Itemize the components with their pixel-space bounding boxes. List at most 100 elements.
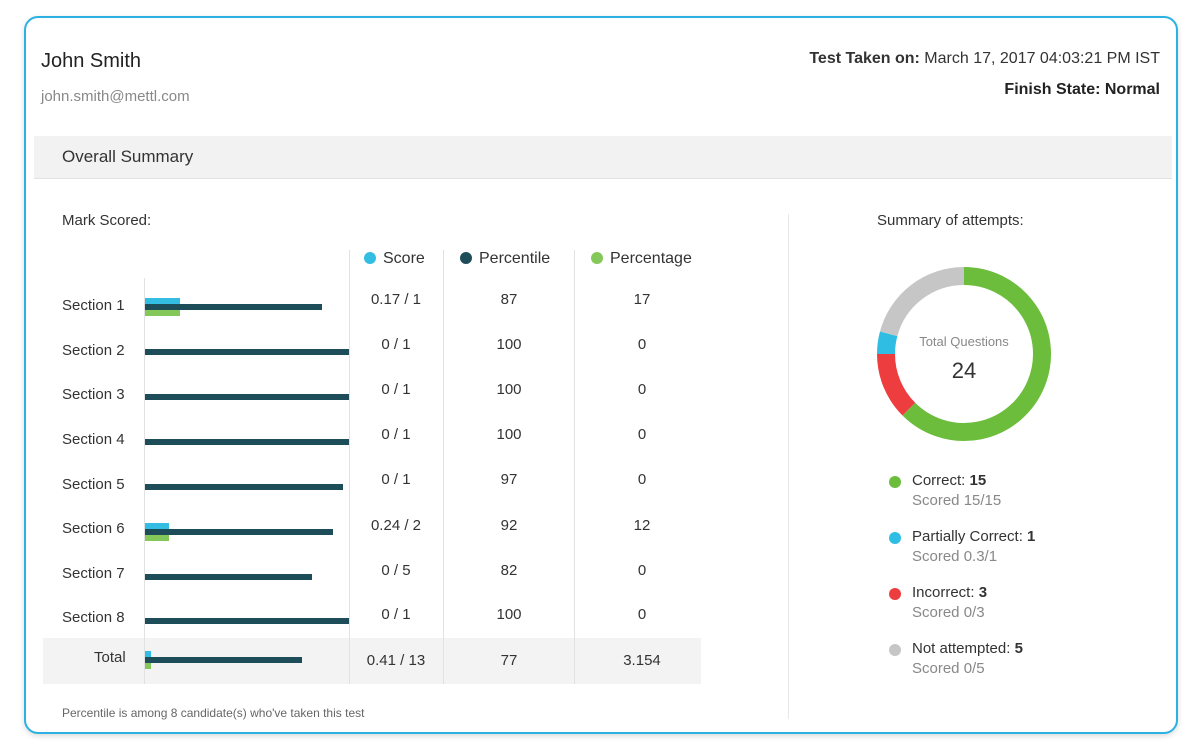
percentile-bar bbox=[145, 657, 302, 663]
percentile-bar bbox=[145, 574, 312, 580]
attempt-scored: Scored 0.3/1 bbox=[912, 548, 998, 565]
section-label: Section 7 bbox=[62, 565, 125, 582]
percentile-bar bbox=[145, 439, 349, 445]
section-percentage: 17 bbox=[633, 291, 651, 308]
percentile-dot-icon bbox=[460, 251, 472, 264]
section-score: 0.24 / 2 bbox=[370, 517, 422, 534]
finish-state-value: Normal bbox=[1104, 81, 1160, 98]
attempt-scored: Scored 0/3 bbox=[912, 604, 985, 621]
section-score: 0 / 1 bbox=[381, 471, 411, 488]
score-dot-icon bbox=[364, 251, 376, 264]
attempt-scored: Scored 0/5 bbox=[912, 660, 985, 677]
attempts-donut-chart bbox=[874, 264, 1054, 444]
candidate-email: john.smith@mettl.com bbox=[41, 88, 190, 105]
section-label: Section 6 bbox=[62, 520, 125, 537]
section-percentage: 12 bbox=[633, 517, 651, 534]
section-score: 0 / 1 bbox=[381, 336, 411, 353]
legend-percentile-label: Percentile bbox=[479, 250, 551, 267]
section-score: 0 / 1 bbox=[381, 381, 411, 398]
section-percentile: 92 bbox=[500, 517, 518, 534]
percentile-bar bbox=[145, 484, 343, 490]
percentile-bar bbox=[145, 618, 349, 624]
section-percentage: 0 bbox=[637, 381, 647, 398]
percentage-bar bbox=[145, 310, 180, 316]
total-label: Total bbox=[94, 649, 126, 666]
section-percentage: 0 bbox=[637, 336, 647, 353]
attempt-scored: Scored 15/15 bbox=[912, 492, 1002, 509]
total-percentage: 3.154 bbox=[623, 652, 661, 669]
attempt-label: Partially Correct: bbox=[912, 528, 1028, 545]
percentage-bar bbox=[145, 663, 151, 669]
percentage-dot-icon bbox=[591, 251, 603, 264]
finish-state-label: Finish State: bbox=[1004, 81, 1105, 98]
not-attempted-dot-icon bbox=[889, 644, 901, 656]
total-questions-label: Total Questions bbox=[919, 334, 1009, 349]
section-label: Section 4 bbox=[62, 431, 125, 448]
legend-percentile: Percentile bbox=[460, 250, 550, 268]
section-percentile: 97 bbox=[500, 471, 518, 488]
score-bar bbox=[145, 298, 180, 304]
attempt-title: Not attempted: 5 bbox=[912, 640, 1023, 657]
vertical-divider bbox=[788, 214, 789, 719]
section-percentile: 100 bbox=[496, 426, 522, 443]
incorrect-dot-icon bbox=[889, 588, 901, 600]
donut-svg bbox=[877, 267, 1051, 441]
overall-summary-header: Overall Summary bbox=[34, 136, 1172, 179]
section-percentage: 0 bbox=[637, 471, 647, 488]
attempt-count: 3 bbox=[978, 584, 988, 601]
donut-slice bbox=[877, 331, 898, 355]
section-percentile: 100 bbox=[496, 606, 522, 623]
attempt-title: Incorrect: 3 bbox=[912, 584, 987, 601]
section-percentage: 0 bbox=[637, 426, 647, 443]
section-percentage: 0 bbox=[637, 606, 647, 623]
section-score: 0.17 / 1 bbox=[370, 291, 422, 308]
total-score: 0.41 / 13 bbox=[366, 652, 426, 669]
chart-axis-line bbox=[144, 278, 145, 684]
partial-dot-icon bbox=[889, 532, 901, 544]
donut-slice bbox=[879, 267, 965, 337]
legend-percentage-label: Percentage bbox=[610, 250, 692, 267]
column-separator bbox=[574, 250, 575, 684]
attempt-label: Incorrect: bbox=[912, 584, 979, 601]
score-bar bbox=[145, 651, 151, 657]
donut-slice bbox=[902, 267, 1051, 441]
percentile-bar bbox=[145, 394, 349, 400]
score-bar bbox=[145, 523, 169, 529]
finish-state-info: Finish State: Normal bbox=[1004, 81, 1160, 99]
section-label: Section 8 bbox=[62, 609, 125, 626]
mark-scored-label: Mark Scored: bbox=[62, 212, 152, 229]
attempt-label: Not attempted: bbox=[912, 640, 1015, 657]
section-label: Section 2 bbox=[62, 342, 125, 359]
legend-percentage: Percentage bbox=[591, 250, 692, 268]
attempt-count: 15 bbox=[969, 472, 987, 489]
section-score: 0 / 1 bbox=[381, 426, 411, 443]
attempt-title: Correct: 15 bbox=[912, 472, 986, 489]
candidate-name: John Smith bbox=[41, 50, 142, 72]
footnote: Percentile is among 8 candidate(s) who'v… bbox=[62, 706, 365, 720]
result-card: John Smith john.smith@mettl.com Test Tak… bbox=[24, 16, 1178, 734]
percentile-bar bbox=[145, 529, 333, 535]
attempt-label: Correct: bbox=[912, 472, 970, 489]
legend-score: Score bbox=[364, 250, 425, 268]
section-percentile: 87 bbox=[500, 291, 518, 308]
percentage-bar bbox=[145, 535, 169, 541]
test-taken-info: Test Taken on: March 17, 2017 04:03:21 P… bbox=[809, 50, 1160, 68]
attempt-title: Partially Correct: 1 bbox=[912, 528, 1035, 545]
correct-dot-icon bbox=[889, 476, 901, 488]
attempts-summary-title: Summary of attempts: bbox=[877, 212, 1024, 229]
overall-summary-title: Overall Summary bbox=[62, 147, 194, 166]
section-label: Section 1 bbox=[62, 297, 125, 314]
section-score: 0 / 1 bbox=[381, 606, 411, 623]
percentile-bar bbox=[145, 349, 349, 355]
legend-score-label: Score bbox=[383, 250, 425, 267]
section-percentile: 100 bbox=[496, 336, 522, 353]
test-taken-value: March 17, 2017 04:03:21 PM IST bbox=[919, 50, 1160, 67]
section-percentile: 82 bbox=[500, 562, 518, 579]
section-score: 0 / 5 bbox=[381, 562, 411, 579]
section-label: Section 5 bbox=[62, 476, 125, 493]
column-separator bbox=[443, 250, 444, 684]
attempt-count: 5 bbox=[1014, 640, 1023, 657]
attempt-count: 1 bbox=[1027, 528, 1036, 545]
column-separator bbox=[349, 250, 350, 684]
total-questions-value: 24 bbox=[951, 358, 977, 383]
